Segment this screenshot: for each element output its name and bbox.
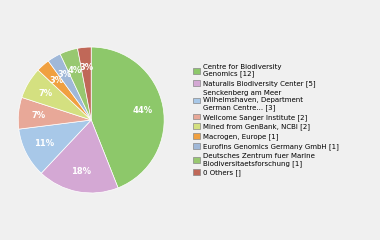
Text: 3%: 3%: [79, 63, 93, 72]
Wedge shape: [48, 54, 91, 120]
Text: 11%: 11%: [34, 139, 54, 148]
Wedge shape: [19, 120, 91, 173]
Text: 3%: 3%: [49, 76, 63, 85]
Text: 4%: 4%: [68, 66, 82, 75]
Wedge shape: [22, 70, 91, 120]
Text: 18%: 18%: [71, 167, 91, 176]
Text: 7%: 7%: [39, 89, 53, 98]
Wedge shape: [18, 97, 91, 129]
Wedge shape: [91, 47, 164, 188]
Text: 44%: 44%: [133, 106, 153, 115]
Wedge shape: [60, 48, 91, 120]
Wedge shape: [78, 47, 91, 120]
Legend: Centre for Biodiversity
Genomics [12], Naturalis Biodiversity Center [5], Sencke: Centre for Biodiversity Genomics [12], N…: [193, 64, 339, 176]
Text: 7%: 7%: [32, 111, 46, 120]
Wedge shape: [41, 120, 118, 193]
Wedge shape: [38, 61, 91, 120]
Text: 3%: 3%: [57, 70, 71, 79]
